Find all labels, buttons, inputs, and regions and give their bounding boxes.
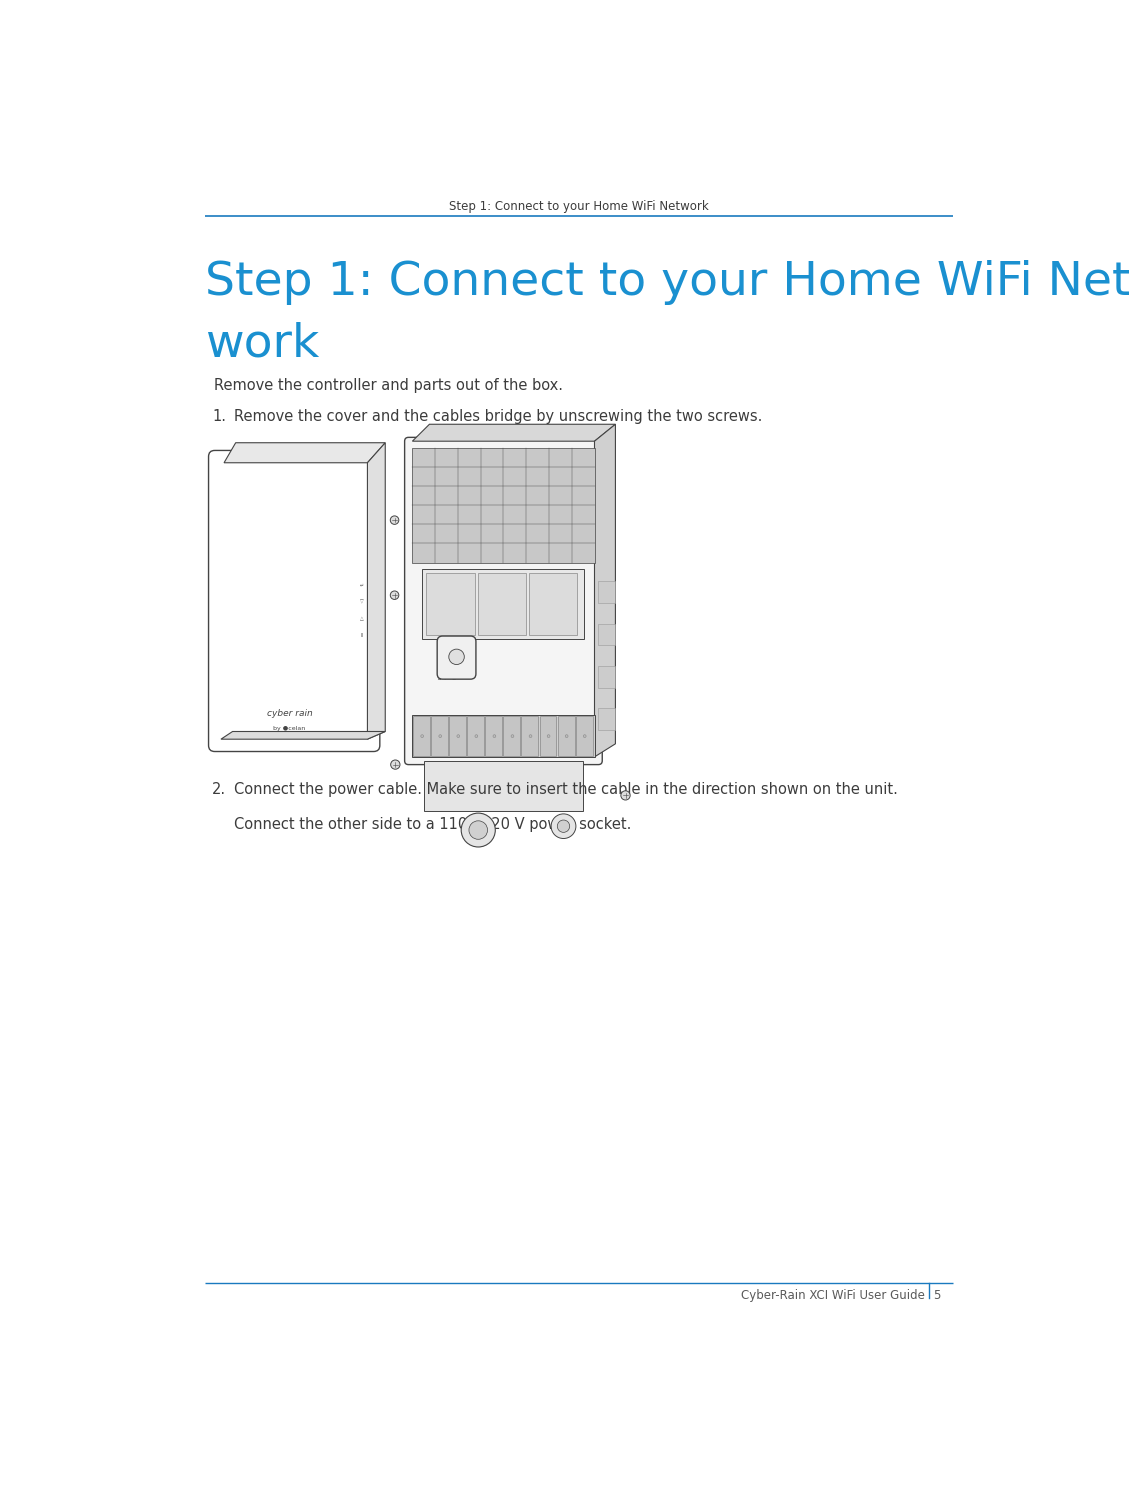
- Text: Remove the controller and parts out of the box.: Remove the controller and parts out of t…: [215, 378, 563, 393]
- Bar: [427, 573, 474, 635]
- Circle shape: [462, 813, 496, 848]
- Text: by ●celan: by ●celan: [273, 727, 306, 731]
- Circle shape: [449, 649, 464, 665]
- Bar: [478, 573, 526, 635]
- Text: Step 1: Connect to your Home WiFi Network: Step 1: Connect to your Home WiFi Networ…: [448, 200, 709, 214]
- Bar: [431, 716, 448, 756]
- Circle shape: [391, 759, 400, 770]
- Bar: [467, 716, 484, 756]
- Bar: [598, 582, 615, 602]
- Polygon shape: [221, 731, 385, 739]
- Circle shape: [439, 734, 441, 737]
- Text: ⏰  ▶  👤  ☁  ①: ⏰ ▶ 👤 ☁ ①: [438, 674, 473, 680]
- Circle shape: [584, 734, 586, 737]
- Bar: [422, 570, 585, 640]
- Circle shape: [493, 734, 496, 737]
- Bar: [425, 761, 583, 810]
- Text: △: △: [360, 616, 364, 622]
- Circle shape: [457, 734, 460, 737]
- Text: Cyber-Rain XCI WiFi User Guide: Cyber-Rain XCI WiFi User Guide: [741, 1289, 925, 1302]
- Text: ▽: ▽: [360, 599, 364, 604]
- Bar: [598, 667, 615, 688]
- Bar: [558, 716, 575, 756]
- Text: 1.: 1.: [212, 408, 227, 425]
- Text: Connect the other side to a 110 - 220 V power socket.: Connect the other side to a 110 - 220 V …: [234, 816, 631, 831]
- Bar: [598, 623, 615, 646]
- Polygon shape: [367, 443, 385, 739]
- Polygon shape: [412, 425, 615, 441]
- Circle shape: [558, 821, 570, 833]
- Bar: [412, 447, 595, 562]
- Circle shape: [475, 734, 478, 737]
- Circle shape: [391, 591, 399, 599]
- Bar: [530, 573, 577, 635]
- Bar: [522, 716, 539, 756]
- Circle shape: [391, 516, 399, 525]
- Circle shape: [548, 734, 550, 737]
- Bar: [412, 716, 595, 756]
- Bar: [485, 716, 502, 756]
- Text: 2.: 2.: [212, 782, 227, 797]
- Circle shape: [551, 813, 576, 839]
- FancyBboxPatch shape: [404, 438, 602, 764]
- FancyBboxPatch shape: [437, 635, 476, 679]
- Text: Remove the cover and the cables bridge by unscrewing the two screws.: Remove the cover and the cables bridge b…: [234, 408, 762, 425]
- Circle shape: [566, 734, 568, 737]
- Circle shape: [469, 821, 488, 839]
- Bar: [413, 716, 430, 756]
- Circle shape: [511, 734, 514, 737]
- Text: work: work: [204, 321, 318, 366]
- FancyBboxPatch shape: [209, 450, 379, 752]
- Text: Step 1: Connect to your Home WiFi Net-: Step 1: Connect to your Home WiFi Net-: [204, 260, 1129, 305]
- Bar: [449, 716, 466, 756]
- Text: ↵: ↵: [359, 583, 364, 588]
- Text: Connect the power cable. Make sure to insert the cable in the direction shown on: Connect the power cable. Make sure to in…: [234, 782, 898, 797]
- Bar: [540, 716, 557, 756]
- Bar: [598, 709, 615, 730]
- Text: II: II: [360, 632, 364, 638]
- Polygon shape: [224, 443, 385, 463]
- Text: cyber rain: cyber rain: [266, 709, 313, 718]
- Circle shape: [530, 734, 532, 737]
- Circle shape: [421, 734, 423, 737]
- Text: 5: 5: [934, 1289, 940, 1302]
- Bar: [576, 716, 593, 756]
- Circle shape: [621, 791, 630, 800]
- Polygon shape: [595, 425, 615, 756]
- Bar: [504, 716, 520, 756]
